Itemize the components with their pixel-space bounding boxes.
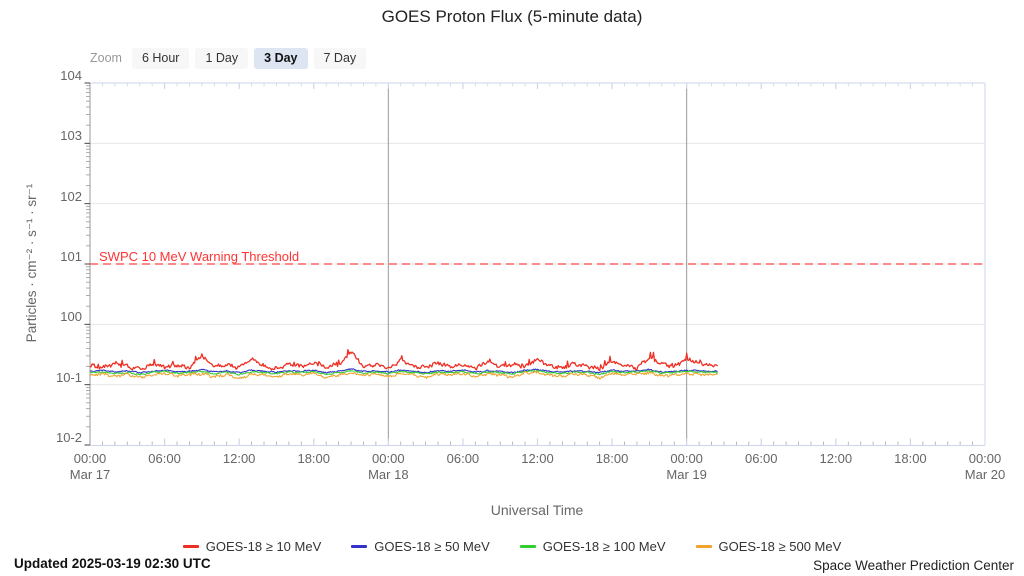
- legend-item-1[interactable]: GOES-18 ≥ 10 MeV: [182, 539, 322, 554]
- x-tick-date-label: Mar 18: [368, 467, 409, 482]
- x-tick-time-label: 06:00: [744, 451, 778, 466]
- legend-dash-icon: [519, 545, 536, 548]
- x-tick-time-label: 00:00: [372, 451, 405, 466]
- legend-item-3[interactable]: GOES-18 ≥ 100 MeV: [519, 539, 666, 554]
- legend-item-label: GOES-18 ≥ 10 MeV: [205, 539, 322, 554]
- y-tick-label: 10-2: [55, 430, 82, 445]
- legend-item-label: GOES-18 ≥ 100 MeV: [542, 539, 666, 554]
- chart-title: GOES Proton Flux (5-minute data): [381, 7, 643, 26]
- series-line-4: [89, 370, 718, 380]
- zoom-button-1-day[interactable]: 1 Day: [195, 48, 249, 69]
- credit-text: Space Weather Prediction Center: [813, 558, 1014, 573]
- legend-dash-icon: [695, 545, 712, 548]
- y-tick-label: 104: [60, 68, 82, 83]
- x-tick-time-label: 06:00: [148, 451, 181, 466]
- legend: GOES-18 ≥ 10 MeV GOES-18 ≥ 50 MeV GOES-18 …: [0, 539, 1024, 554]
- x-tick-time-label: 12:00: [521, 451, 554, 466]
- y-tick-label: 103: [60, 128, 82, 144]
- legend-item-4[interactable]: GOES-18 ≥ 500 MeV: [695, 539, 842, 554]
- legend-item-label: GOES-18 ≥ 50 MeV: [374, 539, 490, 554]
- threshold-label: SWPC 10 MeV Warning Threshold: [99, 249, 300, 264]
- x-tick-time-label: 00:00: [73, 451, 107, 466]
- updated-timestamp: Updated 2025-03-19 02:30 UTC: [14, 556, 211, 571]
- y-tick-label: 10-1: [55, 369, 82, 385]
- x-axis-title: Universal Time: [490, 502, 584, 518]
- series-line-1: [89, 349, 719, 372]
- y-tick-label: 102: [60, 188, 82, 204]
- x-tick-time-label: 18:00: [297, 451, 331, 466]
- x-tick-time-label: 18:00: [894, 451, 927, 466]
- x-tick-time-label: 18:00: [595, 451, 629, 466]
- x-tick-time-label: 06:00: [446, 451, 480, 466]
- x-tick-time-label: 12:00: [222, 451, 256, 466]
- x-tick-date-label: Mar 20: [964, 467, 1006, 482]
- flux-series-lines: [89, 349, 719, 380]
- zoom-toolbar: Zoom 6 Hour 1 Day 3 Day 7 Day: [90, 48, 367, 69]
- zoom-button-6-hour[interactable]: 6 Hour: [131, 48, 190, 69]
- legend-dash-icon: [182, 545, 199, 548]
- series-line-2: [89, 368, 718, 374]
- x-tick-time-label: 00:00: [968, 451, 1002, 466]
- zoom-label: Zoom: [90, 51, 122, 66]
- y-tick-label: 101: [60, 249, 82, 264]
- zoom-buttons: 6 Hour 1 Day 3 Day 7 Day: [131, 48, 367, 69]
- axis-ticks: [84, 82, 973, 446]
- x-tick-time-label: 00:00: [670, 451, 703, 466]
- x-tick-date-label: Mar 19: [666, 467, 707, 482]
- legend-item-2[interactable]: GOES-18 ≥ 50 MeV: [351, 539, 490, 554]
- x-tick-time-label: 12:00: [819, 451, 853, 466]
- x-tick-date-label: Mar 17: [69, 467, 111, 482]
- y-tick-label: 100: [60, 309, 82, 325]
- zoom-button-7-day[interactable]: 7 Day: [313, 48, 367, 69]
- zoom-button-3-day[interactable]: 3 Day: [254, 48, 308, 69]
- legend-item-label: GOES-18 ≥ 500 MeV: [718, 539, 842, 554]
- legend-dash-icon: [351, 545, 368, 548]
- series-line-3: [89, 369, 719, 376]
